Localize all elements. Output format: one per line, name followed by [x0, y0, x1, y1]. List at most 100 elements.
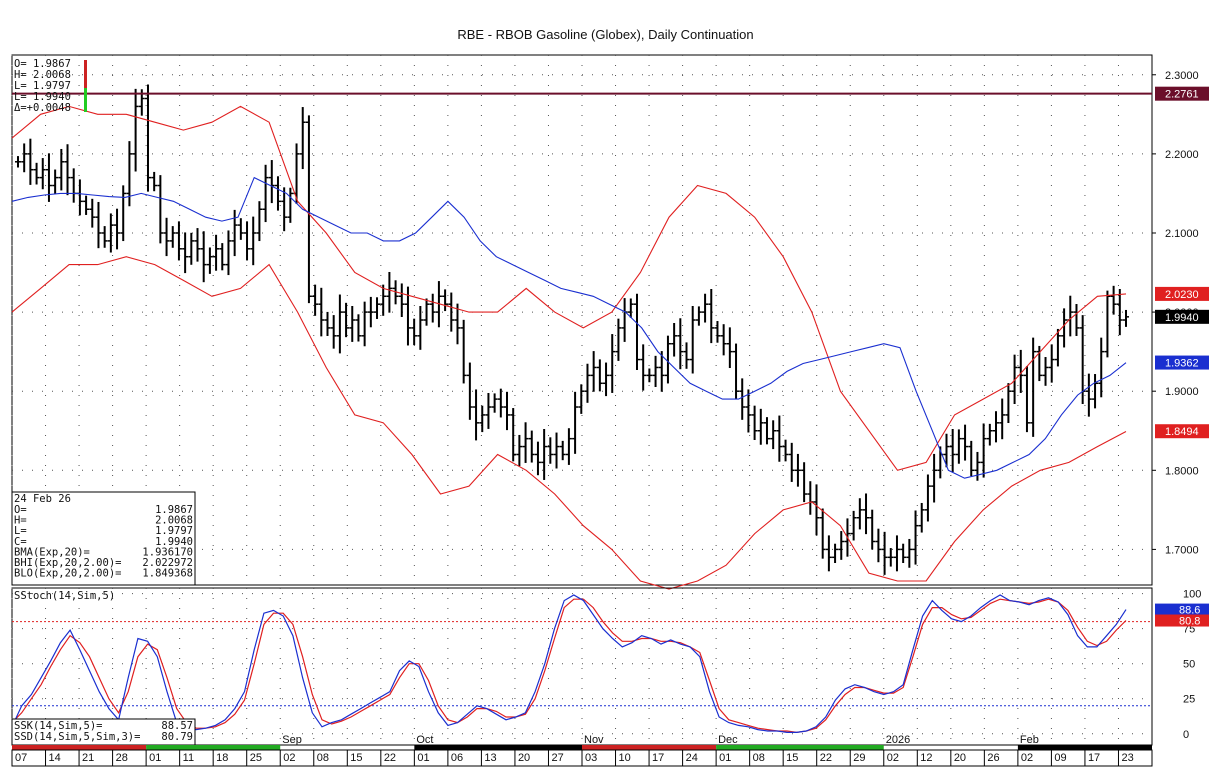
info-box-value: 1.9940: [155, 536, 193, 548]
ohlc-bar: [182, 232, 189, 274]
ohlc-bar: [163, 217, 170, 257]
ohlc-bar: [454, 303, 461, 345]
info-box-value: 1.9867: [155, 504, 193, 516]
ohlc-bar: [528, 430, 535, 463]
ohlc-bar: [151, 171, 158, 192]
day-label: 07: [15, 752, 27, 764]
ohlc-bar: [584, 363, 591, 403]
ohlc-bar: [497, 388, 504, 418]
ohlc-bar: [881, 531, 888, 575]
ohlc-bar: [770, 420, 777, 450]
ohlc-bar: [374, 297, 381, 319]
day-label: 28: [116, 752, 128, 764]
ohlc-bar: [1067, 295, 1074, 337]
ohlc-bar: [1104, 290, 1111, 358]
ohlc-bar: [646, 368, 653, 383]
ohlc-bar: [343, 302, 350, 338]
price-marker-label: 1.9940: [1165, 312, 1199, 324]
stoch-tick-label: 0: [1183, 729, 1189, 741]
info-box-label: L=: [14, 525, 27, 537]
ohlc-bar: [720, 324, 727, 356]
ohlc-bar: [144, 84, 151, 192]
ohlc-bar: [83, 195, 90, 215]
day-label: 09: [1054, 752, 1066, 764]
price-marker-label: 2.0230: [1165, 289, 1199, 301]
ohlc-bar: [776, 415, 783, 462]
stoch-marker-box: [1155, 614, 1209, 627]
ohlc-bar: [1048, 344, 1055, 383]
ohlc-bar: [442, 289, 449, 312]
ohlc-bar: [448, 292, 455, 332]
ohlc-bar: [336, 294, 343, 354]
ohlc-corner-line: Δ=+0.0048: [14, 102, 71, 114]
ohlc-bar: [225, 230, 232, 276]
ohlc-bar: [763, 417, 770, 445]
ohlc-bar: [157, 175, 164, 244]
price-marker-box: [1155, 309, 1209, 324]
ohlc-bar: [838, 531, 845, 560]
info-box-date: 24 Feb 26: [14, 493, 71, 505]
ohlc-bar: [832, 543, 839, 564]
ohlc-bar: [893, 535, 900, 572]
ohlc-bar: [126, 141, 133, 207]
ohlc-bar: [794, 453, 801, 487]
ohlc-corner-line: O= 1.9867: [14, 58, 71, 70]
ohlc-bar: [262, 164, 269, 223]
ohlc-bar: [318, 287, 325, 337]
ohlc-bar: [900, 543, 907, 564]
ohlc-bar: [355, 314, 362, 342]
ohlc-bar: [293, 143, 300, 204]
price-marker-label: 1.8494: [1165, 426, 1199, 438]
ohlc-bar: [689, 305, 696, 374]
price-marker-box: [1155, 424, 1209, 439]
bollinger-lower-line: [11, 256, 1127, 590]
ohlc-bar: [1036, 345, 1043, 382]
ohlc-bar: [918, 502, 925, 533]
ohlc-bar: [107, 213, 114, 253]
ohlc-bar: [1092, 374, 1099, 409]
ohlc-bar: [652, 355, 659, 388]
stoch-marker-label: 80.8: [1179, 616, 1200, 628]
price-tick-label: 1.8000: [1165, 465, 1199, 477]
ohlc-bar: [485, 393, 492, 429]
info-box-value: 2.0068: [155, 515, 193, 527]
ohlc-bar: [70, 168, 77, 203]
ohlc-bar: [627, 298, 634, 318]
ohlc-bar: [169, 226, 176, 248]
info-box-value: 1.936170: [142, 546, 193, 558]
ohlc-bar: [473, 389, 480, 441]
ohlc-bar: [287, 187, 294, 223]
day-label: 17: [1088, 752, 1100, 764]
day-label: 23: [1121, 752, 1133, 764]
ohlc-bar: [1098, 337, 1105, 398]
ohlc-bar: [491, 393, 498, 413]
month-label: 2026: [886, 734, 910, 746]
ohlc-bar: [1005, 383, 1012, 423]
ohlc-bar: [274, 176, 281, 211]
price-tick-label: 1.7000: [1165, 544, 1199, 556]
price-marker-box: [1155, 355, 1209, 370]
ohlc-bar: [813, 484, 820, 536]
stoch-tick-label: 50: [1183, 659, 1195, 671]
ohlc-bar: [312, 284, 319, 316]
info-box-value: 1.9797: [155, 525, 193, 537]
ohlc-bar: [1079, 315, 1086, 405]
day-label: 22: [384, 752, 396, 764]
price-tick-label: 2.3000: [1165, 70, 1199, 82]
ohlc-bar: [801, 462, 808, 503]
stoch-title: SStoch(14,Sim,5): [14, 590, 115, 602]
ohlc-corner-line: L= 1.9797: [14, 80, 71, 92]
day-label: 15: [350, 752, 362, 764]
ohlc-corner-line: H= 2.0068: [14, 69, 71, 81]
ohlc-bar: [398, 283, 405, 317]
day-label: 18: [216, 752, 228, 764]
ohlc-bar: [671, 323, 678, 357]
ssd-line: [11, 598, 1127, 734]
day-label: 11: [183, 752, 194, 764]
ohlc-bar: [541, 429, 548, 480]
ohlc-bar: [714, 321, 721, 343]
day-label: 12: [920, 752, 932, 764]
day-label: 01: [149, 752, 161, 764]
ohlc-bar: [677, 318, 684, 370]
stoch-value-label: SSD(14,Sim,5,Sim,3)=: [14, 731, 140, 743]
